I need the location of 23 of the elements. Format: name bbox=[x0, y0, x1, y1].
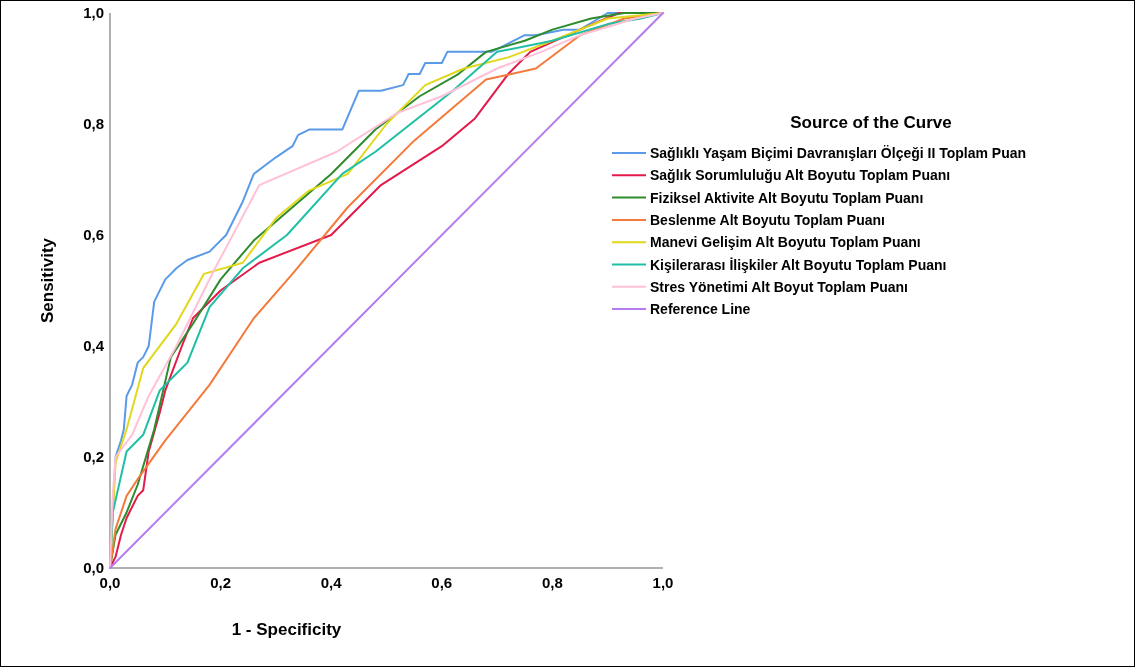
legend-label: Sağlık Sorumluluğu Alt Boyutu Toplam Puanı bbox=[650, 167, 951, 184]
legend-label: Stres Yönetimi Alt Boyut Toplam Puanı bbox=[650, 278, 908, 295]
x-tick-label: 0,2 bbox=[210, 574, 232, 591]
y-tick-label: 0,0 bbox=[83, 559, 104, 576]
x-tick-label: 1,0 bbox=[652, 574, 674, 591]
y-tick-label: 0,2 bbox=[83, 448, 104, 465]
x-tick-label: 0,8 bbox=[541, 574, 563, 591]
y-tick-label: 0,6 bbox=[83, 226, 104, 243]
y-tick-label: 0,4 bbox=[83, 337, 105, 354]
legend-label: Sağlıklı Yaşam Biçimi Davranışları Ölçeği II Toplam Puan bbox=[650, 145, 1027, 161]
y-axis-title: Sensitivity bbox=[38, 237, 57, 324]
x-tick-label: 0,6 bbox=[431, 574, 453, 591]
x-tick-label: 0,0 bbox=[99, 574, 121, 591]
y-tick-label: 1,0 bbox=[83, 4, 104, 21]
legend-title: Source of the Curve bbox=[790, 113, 952, 132]
legend-label: Fiziksel Aktivite Alt Boyutu Toplam Puanı bbox=[650, 189, 924, 206]
legend-label: Manevi Gelişim Alt Boyutu Toplam Puanı bbox=[650, 234, 921, 251]
x-axis-title: 1 - Specificity bbox=[231, 620, 342, 639]
legend-label: Reference Line bbox=[650, 301, 751, 318]
legend-label: Kişilerarası İlişkiler Alt Boyutu Toplam Puanı bbox=[650, 256, 947, 273]
legend-label: Beslenme Alt Boyutu Toplam Puanı bbox=[650, 211, 885, 228]
y-tick-label: 0,8 bbox=[83, 115, 104, 132]
x-tick-label: 0,4 bbox=[320, 574, 343, 591]
